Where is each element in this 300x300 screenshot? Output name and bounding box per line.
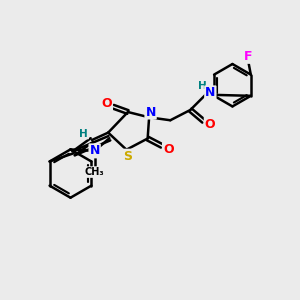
Text: O: O <box>163 143 174 156</box>
Text: O: O <box>205 118 215 130</box>
Text: H: H <box>198 81 206 92</box>
Text: N: N <box>146 106 156 118</box>
Text: CH₃: CH₃ <box>85 167 104 177</box>
Text: F: F <box>244 50 253 63</box>
Text: N: N <box>89 144 100 158</box>
Text: N: N <box>205 86 215 99</box>
Text: O: O <box>101 97 112 110</box>
Text: S: S <box>123 150 132 163</box>
Text: H: H <box>80 128 88 139</box>
